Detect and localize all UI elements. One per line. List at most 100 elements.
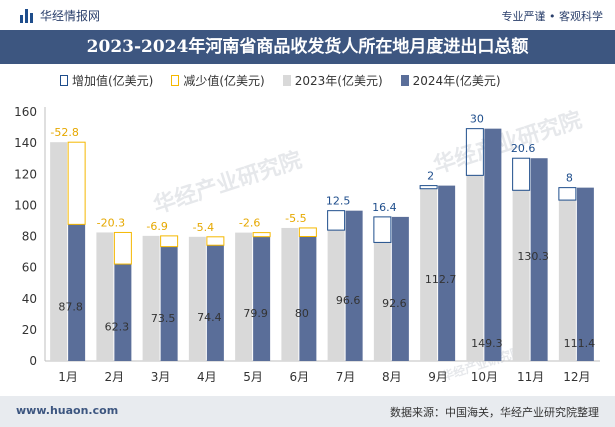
legend-2024-swatch: [400, 75, 409, 86]
change-label: -6.9: [146, 220, 167, 233]
y-tick-label: 80: [22, 230, 37, 244]
increase-box: [419, 185, 438, 190]
legend-2023-label: 2023年(亿美元): [294, 74, 383, 88]
value-label-2024: 111.4: [564, 337, 596, 350]
value-label-2024: 80: [295, 307, 309, 320]
x-tick-label: 8月: [382, 370, 402, 384]
legend-2024: 2024年(亿美元): [400, 72, 501, 89]
value-label-2024: 149.3: [471, 337, 503, 350]
change-label: 12.5: [326, 195, 351, 208]
legend-increase: 增加值(亿美元): [60, 72, 153, 89]
bar-2023: [420, 188, 438, 361]
legend-decrease-swatch: [171, 75, 180, 86]
chart-title: 2023-2024年河南省商品收发货人所在地月度进出口总额: [0, 30, 615, 64]
slogan: 专业严谨 • 客观科学: [501, 10, 603, 23]
change-label: 30: [470, 113, 484, 126]
x-tick-label: 2月: [105, 370, 125, 384]
value-label-2024: 130.3: [517, 250, 549, 263]
x-tick-label: 9月: [428, 370, 448, 384]
value-label-2024: 74.4: [197, 311, 222, 324]
legend: 增加值(亿美元) 减少值(亿美元) 2023年(亿美元) 2024年(亿美元): [60, 72, 519, 89]
change-label: -20.3: [97, 216, 125, 229]
x-tick-label: 5月: [243, 370, 263, 384]
x-tick-label: 4月: [197, 370, 217, 384]
top-bar: 华经情报网 专业严谨 • 客观科学: [0, 0, 615, 30]
bar-2023: [512, 190, 530, 361]
change-label: -5.5: [285, 212, 306, 225]
increase-box: [512, 157, 531, 191]
x-tick-label: 12月: [563, 370, 590, 384]
decrease-box: [252, 232, 271, 238]
value-label-2024: 112.7: [425, 273, 457, 286]
x-tick-label: 7月: [336, 370, 356, 384]
bar-2023: [466, 175, 484, 361]
change-label: -5.4: [193, 221, 214, 234]
logo-icon: [20, 8, 34, 23]
bar-2023: [235, 232, 253, 361]
decrease-box: [113, 231, 132, 265]
legend-2023-swatch: [282, 75, 291, 86]
bar-2023: [188, 236, 206, 361]
brand: 华经情报网: [20, 7, 100, 24]
bar-2024: [345, 210, 363, 361]
x-tick-label: 6月: [290, 370, 310, 384]
legend-increase-label: 增加值(亿美元): [72, 74, 154, 88]
change-label: -52.8: [50, 126, 78, 139]
bar-2024: [391, 216, 409, 361]
legend-2024-label: 2024年(亿美元): [412, 74, 501, 88]
legend-increase-swatch: [60, 75, 68, 86]
bar-2023: [96, 232, 114, 361]
x-tick-label: 10月: [471, 370, 498, 384]
bar-2023: [50, 142, 68, 361]
x-tick-label: 11月: [517, 370, 544, 384]
value-label-2024: 62.3: [105, 321, 130, 334]
bar-2024: [438, 185, 456, 361]
y-tick-label: 100: [14, 198, 37, 212]
bar-2024: [114, 264, 132, 361]
bar-2024: [530, 158, 548, 361]
bar-2023: [373, 242, 391, 361]
bar-2024: [253, 236, 271, 361]
increase-box: [465, 128, 484, 176]
legend-decrease: 减少值(亿美元): [171, 72, 265, 89]
change-label: 8: [566, 172, 573, 185]
legend-2023: 2023年(亿美元): [282, 72, 383, 89]
y-tick-label: 60: [22, 261, 37, 275]
value-label-2024: 96.6: [336, 294, 361, 307]
value-label-2024: 79.9: [243, 307, 268, 320]
y-tick-label: 120: [14, 167, 37, 181]
footer-url: www.huaon.com: [16, 404, 119, 417]
decrease-box: [160, 235, 179, 248]
brand-name: 华经情报网: [40, 9, 101, 23]
value-label-2024: 87.8: [58, 301, 83, 314]
y-tick-label: 20: [22, 323, 37, 337]
bar-2024: [299, 236, 317, 361]
decrease-box: [206, 236, 225, 246]
change-label: 20.6: [511, 142, 536, 155]
change-label: 2: [427, 170, 434, 183]
value-label-2024: 92.6: [382, 297, 407, 310]
increase-box: [327, 210, 346, 231]
y-tick-label: 40: [22, 292, 37, 306]
bar-2024: [68, 224, 86, 361]
increase-box: [558, 187, 577, 201]
decrease-box: [67, 141, 86, 225]
bar-2023: [558, 200, 576, 361]
bar-chart: 0 20 40 60 80 100 120 140 160 -52.8 87.8 1月 -20.3 62.…: [14, 105, 600, 384]
decrease-box: [298, 227, 317, 238]
increase-box: [373, 216, 392, 243]
bar-2023: [142, 235, 160, 361]
bar-2023: [281, 227, 299, 361]
footer-source: 数据来源：中国海关，华经产业研究院整理: [390, 406, 599, 419]
bar-2024: [484, 128, 502, 361]
change-label: -2.6: [239, 217, 260, 230]
y-tick-label: 160: [14, 105, 37, 119]
bar-2024: [576, 187, 594, 361]
footer: www.huaon.com 数据来源：中国海关，华经产业研究院整理: [0, 396, 615, 427]
y-tick-label: 0: [29, 354, 37, 368]
value-label-2024: 73.5: [151, 312, 176, 325]
y-tick-label: 140: [14, 136, 37, 150]
legend-decrease-label: 减少值(亿美元): [183, 74, 265, 88]
x-tick-label: 3月: [151, 370, 171, 384]
bar-2024: [206, 245, 224, 361]
